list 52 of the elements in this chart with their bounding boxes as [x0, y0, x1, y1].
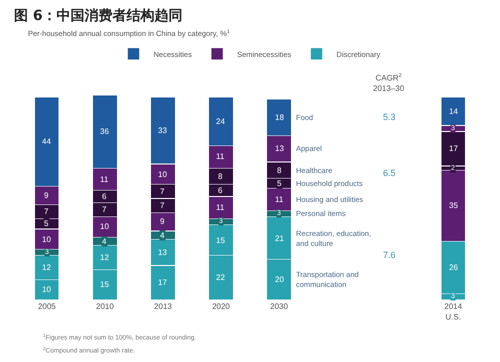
data-label: 44 — [42, 137, 52, 146]
data-label: 7 — [102, 205, 107, 214]
data-label: 7 — [160, 201, 165, 210]
annotation: 5.3 — [383, 112, 396, 122]
data-label: 15 — [216, 236, 226, 245]
x-tick-label: 2013 — [154, 302, 172, 311]
x-tick-label: 2010 — [96, 302, 114, 311]
x-tick-label: 2014 U.S. — [444, 302, 463, 322]
data-label: 18 — [275, 113, 284, 122]
data-label: 10 — [158, 170, 168, 179]
data-label: 14 — [449, 107, 458, 116]
data-label: 13 — [275, 144, 284, 153]
chart-title: 图 6：中国消费者结构趋同 — [14, 8, 183, 24]
data-label: 10 — [100, 222, 110, 231]
data-label: 11 — [275, 195, 284, 204]
data-label: 4 — [160, 231, 165, 240]
data-label: 15 — [100, 280, 110, 289]
data-label: 33 — [158, 126, 168, 135]
data-label: 12 — [100, 253, 110, 262]
data-label: 9 — [44, 191, 49, 200]
data-label: 36 — [100, 127, 110, 136]
data-label: 8 — [277, 166, 282, 175]
data-label: 10 — [42, 235, 52, 244]
data-label: 12 — [42, 263, 52, 272]
data-label: 5 — [277, 179, 282, 188]
data-label: 4 — [102, 237, 107, 246]
data-label: 13 — [158, 248, 168, 257]
x-tick-label: 2005 — [38, 302, 56, 311]
data-label: 7 — [160, 187, 165, 196]
data-label: 17 — [449, 144, 458, 153]
data-label: 20 — [275, 275, 284, 284]
data-label: 7 — [44, 207, 49, 216]
text: CAGR$^{2}$ 2013–30 — [373, 73, 405, 93]
data-label: 6 — [102, 192, 107, 201]
data-label: 17 — [158, 278, 168, 287]
data-label: 21 — [275, 234, 284, 243]
data-label: 22 — [216, 273, 226, 282]
annotation: 6.5 — [383, 168, 396, 178]
data-label: 11 — [216, 203, 225, 212]
data-label: 10 — [42, 285, 52, 294]
data-label: 24 — [216, 117, 226, 126]
data-label: 35 — [449, 201, 458, 210]
x-tick-label: 2020 — [212, 302, 230, 311]
data-label: 26 — [449, 263, 458, 272]
data-label: 5 — [44, 219, 49, 228]
x-tick-label: 2030 — [270, 302, 288, 311]
data-label: 9 — [160, 217, 165, 226]
data-label: 8 — [218, 172, 223, 181]
data-label: 6 — [218, 186, 223, 195]
data-label: 11 — [216, 152, 225, 161]
data-label: 11 — [100, 175, 109, 184]
annotation: 7.6 — [383, 250, 396, 260]
